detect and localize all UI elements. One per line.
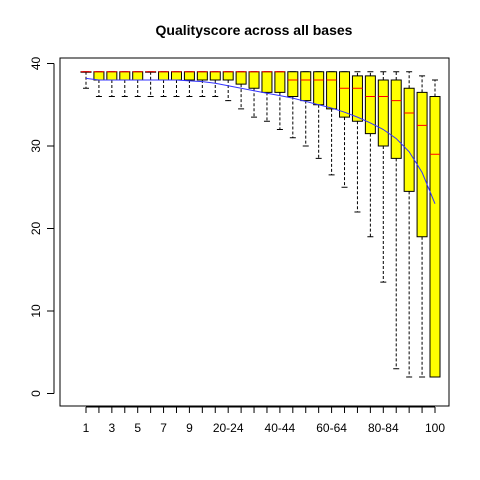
box-60-64 xyxy=(326,71,338,176)
y-tick-label: 0 xyxy=(29,390,43,397)
box-75-79 xyxy=(364,71,376,238)
box-6 xyxy=(145,71,157,97)
y-tick-label: 40 xyxy=(29,57,43,71)
box-body xyxy=(274,71,286,93)
box-7 xyxy=(158,71,170,97)
box-body xyxy=(287,71,299,97)
box-body xyxy=(106,71,118,81)
x-tick-label: 60-64 xyxy=(316,421,347,435)
box-body xyxy=(248,71,260,89)
box-20-24 xyxy=(222,71,234,102)
box-body xyxy=(339,71,351,118)
box-body xyxy=(209,71,221,81)
chart-title: Qualityscore across all bases xyxy=(156,22,353,38)
box-body xyxy=(93,71,105,81)
box-95-99 xyxy=(416,75,428,378)
box-70-74 xyxy=(351,71,363,213)
box-9 xyxy=(183,71,195,97)
box-body xyxy=(196,71,208,81)
box-body xyxy=(300,71,312,102)
x-tick-label: 7 xyxy=(160,421,167,435)
box-body xyxy=(183,71,195,81)
box-body xyxy=(416,91,428,238)
plot-frame xyxy=(59,57,450,407)
box-100 xyxy=(429,79,441,378)
boxes xyxy=(80,71,441,378)
box-2 xyxy=(93,71,105,97)
box-body xyxy=(390,79,402,159)
x-tick-label: 20-24 xyxy=(213,421,244,435)
box-body xyxy=(313,71,325,106)
box-80-84 xyxy=(377,71,389,283)
box-15-19 xyxy=(209,71,221,97)
x-tick-label: 9 xyxy=(186,421,193,435)
x-tick-label: 1 xyxy=(83,421,90,435)
x-tick-label: 5 xyxy=(134,421,141,435)
y-axis: 0 10 20 30 40 xyxy=(29,57,55,397)
box-85-89 xyxy=(390,71,402,370)
x-tick-label: 3 xyxy=(109,421,116,435)
x-tick-label: 100 xyxy=(425,421,445,435)
box-40-44 xyxy=(274,71,286,130)
box-35-39 xyxy=(261,71,273,122)
box-10-14 xyxy=(196,71,208,97)
box-25-29 xyxy=(235,71,247,110)
box-90-94 xyxy=(403,71,415,378)
box-body xyxy=(364,75,376,135)
box-55-59 xyxy=(313,71,325,159)
box-30-34 xyxy=(248,71,260,118)
box-45-49 xyxy=(287,71,299,139)
box-5 xyxy=(132,71,144,97)
x-tick-label: 80-84 xyxy=(368,421,399,435)
box-4 xyxy=(119,71,131,97)
box-body xyxy=(326,71,338,110)
box-body xyxy=(429,96,441,378)
x-tick-label: 40-44 xyxy=(265,421,296,435)
y-tick-label: 10 xyxy=(29,304,43,318)
mean-line-group xyxy=(85,77,436,204)
box-body xyxy=(222,71,234,81)
box-body xyxy=(377,79,389,147)
y-tick-label: 30 xyxy=(29,139,43,153)
box-8 xyxy=(170,71,182,97)
y-tick-label: 20 xyxy=(29,222,43,236)
x-axis: 1 3 5 7 9 20-24 40-44 60-64 80-84 100 xyxy=(83,406,445,435)
box-body xyxy=(119,71,131,81)
box-body xyxy=(403,87,415,192)
mean-line xyxy=(85,77,436,204)
box-65-69 xyxy=(339,71,351,188)
box-1 xyxy=(80,71,92,89)
box-body xyxy=(261,71,273,93)
box-body xyxy=(132,71,144,81)
box-body xyxy=(158,71,170,81)
box-50-54 xyxy=(300,71,312,147)
box-body xyxy=(351,75,363,122)
box-body xyxy=(170,71,182,81)
box-body xyxy=(235,71,247,85)
box-3 xyxy=(106,71,118,97)
